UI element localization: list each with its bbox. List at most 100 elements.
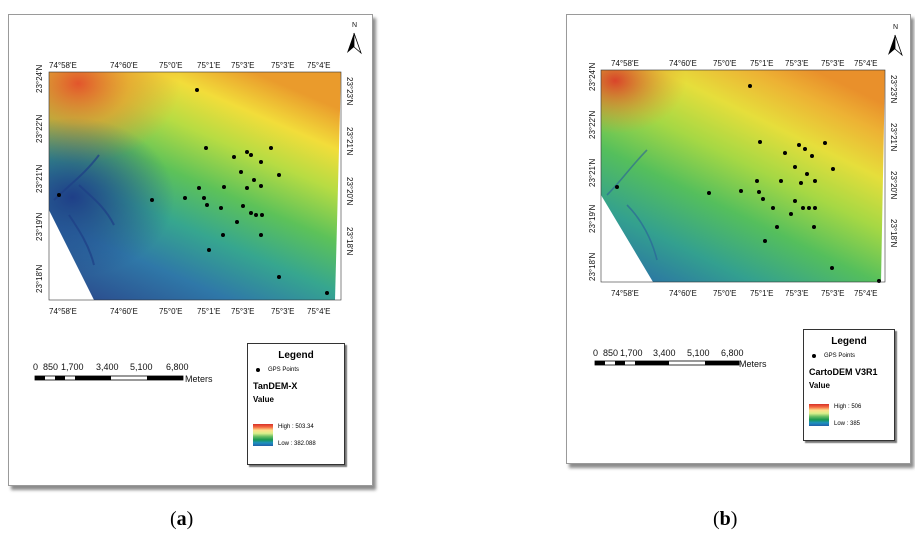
- scale-bar-b: 0 850 1,700 3,400 5,100 6,800 Meters: [593, 348, 767, 369]
- svg-text:23°22'N: 23°22'N: [35, 114, 44, 143]
- legend-value-label: Value: [809, 381, 830, 390]
- svg-text:74°58'E: 74°58'E: [49, 307, 77, 316]
- dem-raster-b: [601, 70, 885, 282]
- legend-low: Low : 382.088: [278, 441, 316, 447]
- svg-text:74°58'E: 74°58'E: [611, 289, 639, 298]
- svg-text:0: 0: [593, 348, 598, 358]
- map-b-canvas: 74°58'E 74°60'E 75°0'E 75°1'E 75°3'E 75°…: [588, 24, 903, 369]
- svg-text:75°3'E: 75°3'E: [785, 289, 808, 298]
- svg-text:23°20'N: 23°20'N: [345, 177, 354, 206]
- svg-text:23°18'N: 23°18'N: [345, 227, 354, 256]
- svg-text:23°24'N: 23°24'N: [35, 64, 44, 93]
- svg-text:75°3'E: 75°3'E: [231, 307, 254, 316]
- svg-text:3,400: 3,400: [96, 362, 119, 372]
- legend-high: High : 506: [834, 404, 862, 410]
- caption-a: (a): [170, 508, 194, 530]
- north-arrow-b: N: [888, 24, 903, 57]
- svg-text:23°23'N: 23°23'N: [345, 77, 354, 106]
- legend-title: Legend: [278, 350, 314, 361]
- lat-ticks-left-b: 23°24'N 23°22'N 23°21'N 23°19'N 23°18'N: [588, 62, 597, 281]
- svg-text:3,400: 3,400: [653, 348, 676, 358]
- svg-text:1,700: 1,700: [61, 362, 84, 372]
- lon-ticks-top-b: 74°58'E 74°60'E 75°0'E 75°1'E 75°3'E 75°…: [611, 59, 877, 68]
- legend-high: High : 503.34: [278, 424, 314, 430]
- svg-text:Meters: Meters: [185, 374, 213, 384]
- svg-text:23°21'N: 23°21'N: [345, 127, 354, 156]
- svg-text:75°0'E: 75°0'E: [159, 307, 182, 316]
- svg-text:75°3'E: 75°3'E: [271, 61, 294, 70]
- svg-text:75°4'E: 75°4'E: [307, 61, 330, 70]
- legend-gps-row: GPS Points: [804, 353, 894, 359]
- svg-text:23°20'N: 23°20'N: [889, 171, 898, 200]
- legend-b: Legend GPS Points CartoDEM V3R1 Value Hi…: [803, 329, 895, 441]
- legend-a: Legend GPS Points TanDEM-X Value High : …: [247, 343, 345, 465]
- svg-text:75°4'E: 75°4'E: [854, 59, 877, 68]
- legend-gps-label: GPS Points: [824, 353, 856, 359]
- svg-text:N: N: [352, 22, 357, 29]
- legend-title: Legend: [831, 336, 867, 347]
- svg-text:74°58'E: 74°58'E: [49, 61, 77, 70]
- legend-layer-name: CartoDEM V3R1: [809, 367, 878, 377]
- svg-text:23°22'N: 23°22'N: [588, 110, 597, 139]
- svg-text:Meters: Meters: [739, 359, 767, 369]
- color-ramp-a: [253, 424, 273, 446]
- svg-text:75°3'E: 75°3'E: [821, 59, 844, 68]
- lat-ticks-right-a: 23°23'N 23°21'N 23°20'N 23°18'N: [345, 77, 354, 256]
- svg-text:5,100: 5,100: [130, 362, 153, 372]
- svg-text:74°60'E: 74°60'E: [669, 59, 697, 68]
- legend-low: Low : 385: [834, 421, 861, 427]
- legend-value-label: Value: [253, 395, 274, 404]
- gps-point-symbol: [812, 354, 816, 358]
- svg-text:23°18'N: 23°18'N: [35, 264, 44, 293]
- svg-text:75°1'E: 75°1'E: [197, 61, 220, 70]
- svg-text:75°4'E: 75°4'E: [854, 289, 877, 298]
- svg-text:23°19'N: 23°19'N: [588, 204, 597, 233]
- map-frame-a: [48, 71, 342, 301]
- svg-text:74°60'E: 74°60'E: [669, 289, 697, 298]
- gps-points-a: [57, 88, 329, 295]
- svg-text:23°18'N: 23°18'N: [588, 252, 597, 281]
- svg-text:75°0'E: 75°0'E: [713, 289, 736, 298]
- svg-text:23°21'N: 23°21'N: [889, 123, 898, 152]
- svg-text:75°1'E: 75°1'E: [750, 59, 773, 68]
- svg-text:N: N: [893, 24, 898, 31]
- legend-gps-label: GPS Points: [268, 367, 300, 373]
- svg-text:75°3'E: 75°3'E: [821, 289, 844, 298]
- svg-text:850: 850: [43, 362, 58, 372]
- svg-text:75°3'E: 75°3'E: [271, 307, 294, 316]
- lon-ticks-bottom-b: 74°58'E 74°60'E 75°0'E 75°1'E 75°3'E 75°…: [611, 289, 877, 298]
- scale-bar-a: 0 850 1,700 3,400 5,100 6,800 Meters: [33, 362, 213, 384]
- svg-text:5,100: 5,100: [687, 348, 710, 358]
- svg-text:23°21'N: 23°21'N: [588, 158, 597, 187]
- svg-text:75°3'E: 75°3'E: [785, 59, 808, 68]
- svg-text:23°21'N: 23°21'N: [35, 164, 44, 193]
- svg-text:0: 0: [33, 362, 38, 372]
- gps-point-symbol: [256, 368, 260, 372]
- svg-text:23°24'N: 23°24'N: [588, 62, 597, 91]
- map-frame-b: [600, 69, 886, 283]
- map-a-canvas: 74°58'E 74°60'E 75°0'E 75°1'E 75°3'E 75°…: [33, 22, 362, 384]
- svg-text:74°58'E: 74°58'E: [611, 59, 639, 68]
- svg-text:6,800: 6,800: [721, 348, 744, 358]
- svg-text:75°0'E: 75°0'E: [713, 59, 736, 68]
- caption-b: (b): [713, 508, 738, 530]
- svg-text:74°60'E: 74°60'E: [110, 61, 138, 70]
- legend-layer-name: TanDEM-X: [253, 381, 298, 391]
- dem-raster-a: [49, 72, 341, 300]
- north-arrow-a: N: [347, 22, 362, 55]
- color-ramp-b: [809, 404, 829, 426]
- lon-ticks-bottom-a: 74°58'E 74°60'E 75°0'E 75°1'E 75°3'E 75°…: [49, 307, 330, 316]
- svg-text:23°18'N: 23°18'N: [889, 219, 898, 248]
- legend-gps-row: GPS Points: [248, 367, 344, 373]
- svg-text:1,700: 1,700: [620, 348, 643, 358]
- map-panel-b: 74°58'E 74°60'E 75°0'E 75°1'E 75°3'E 75°…: [566, 14, 911, 464]
- map-panel-a: 74°58'E 74°60'E 75°0'E 75°1'E 75°3'E 75°…: [8, 14, 373, 486]
- lon-ticks-top-a: 74°58'E 74°60'E 75°0'E 75°1'E 75°3'E 75°…: [49, 61, 330, 70]
- svg-text:75°1'E: 75°1'E: [197, 307, 220, 316]
- lat-ticks-left-a: 23°24'N 23°22'N 23°21'N 23°19'N 23°18'N: [35, 64, 44, 293]
- svg-text:23°19'N: 23°19'N: [35, 212, 44, 241]
- svg-text:74°60'E: 74°60'E: [110, 307, 138, 316]
- svg-text:75°1'E: 75°1'E: [750, 289, 773, 298]
- lat-ticks-right-b: 23°23'N 23°21'N 23°20'N 23°18'N: [889, 75, 898, 248]
- svg-text:75°0'E: 75°0'E: [159, 61, 182, 70]
